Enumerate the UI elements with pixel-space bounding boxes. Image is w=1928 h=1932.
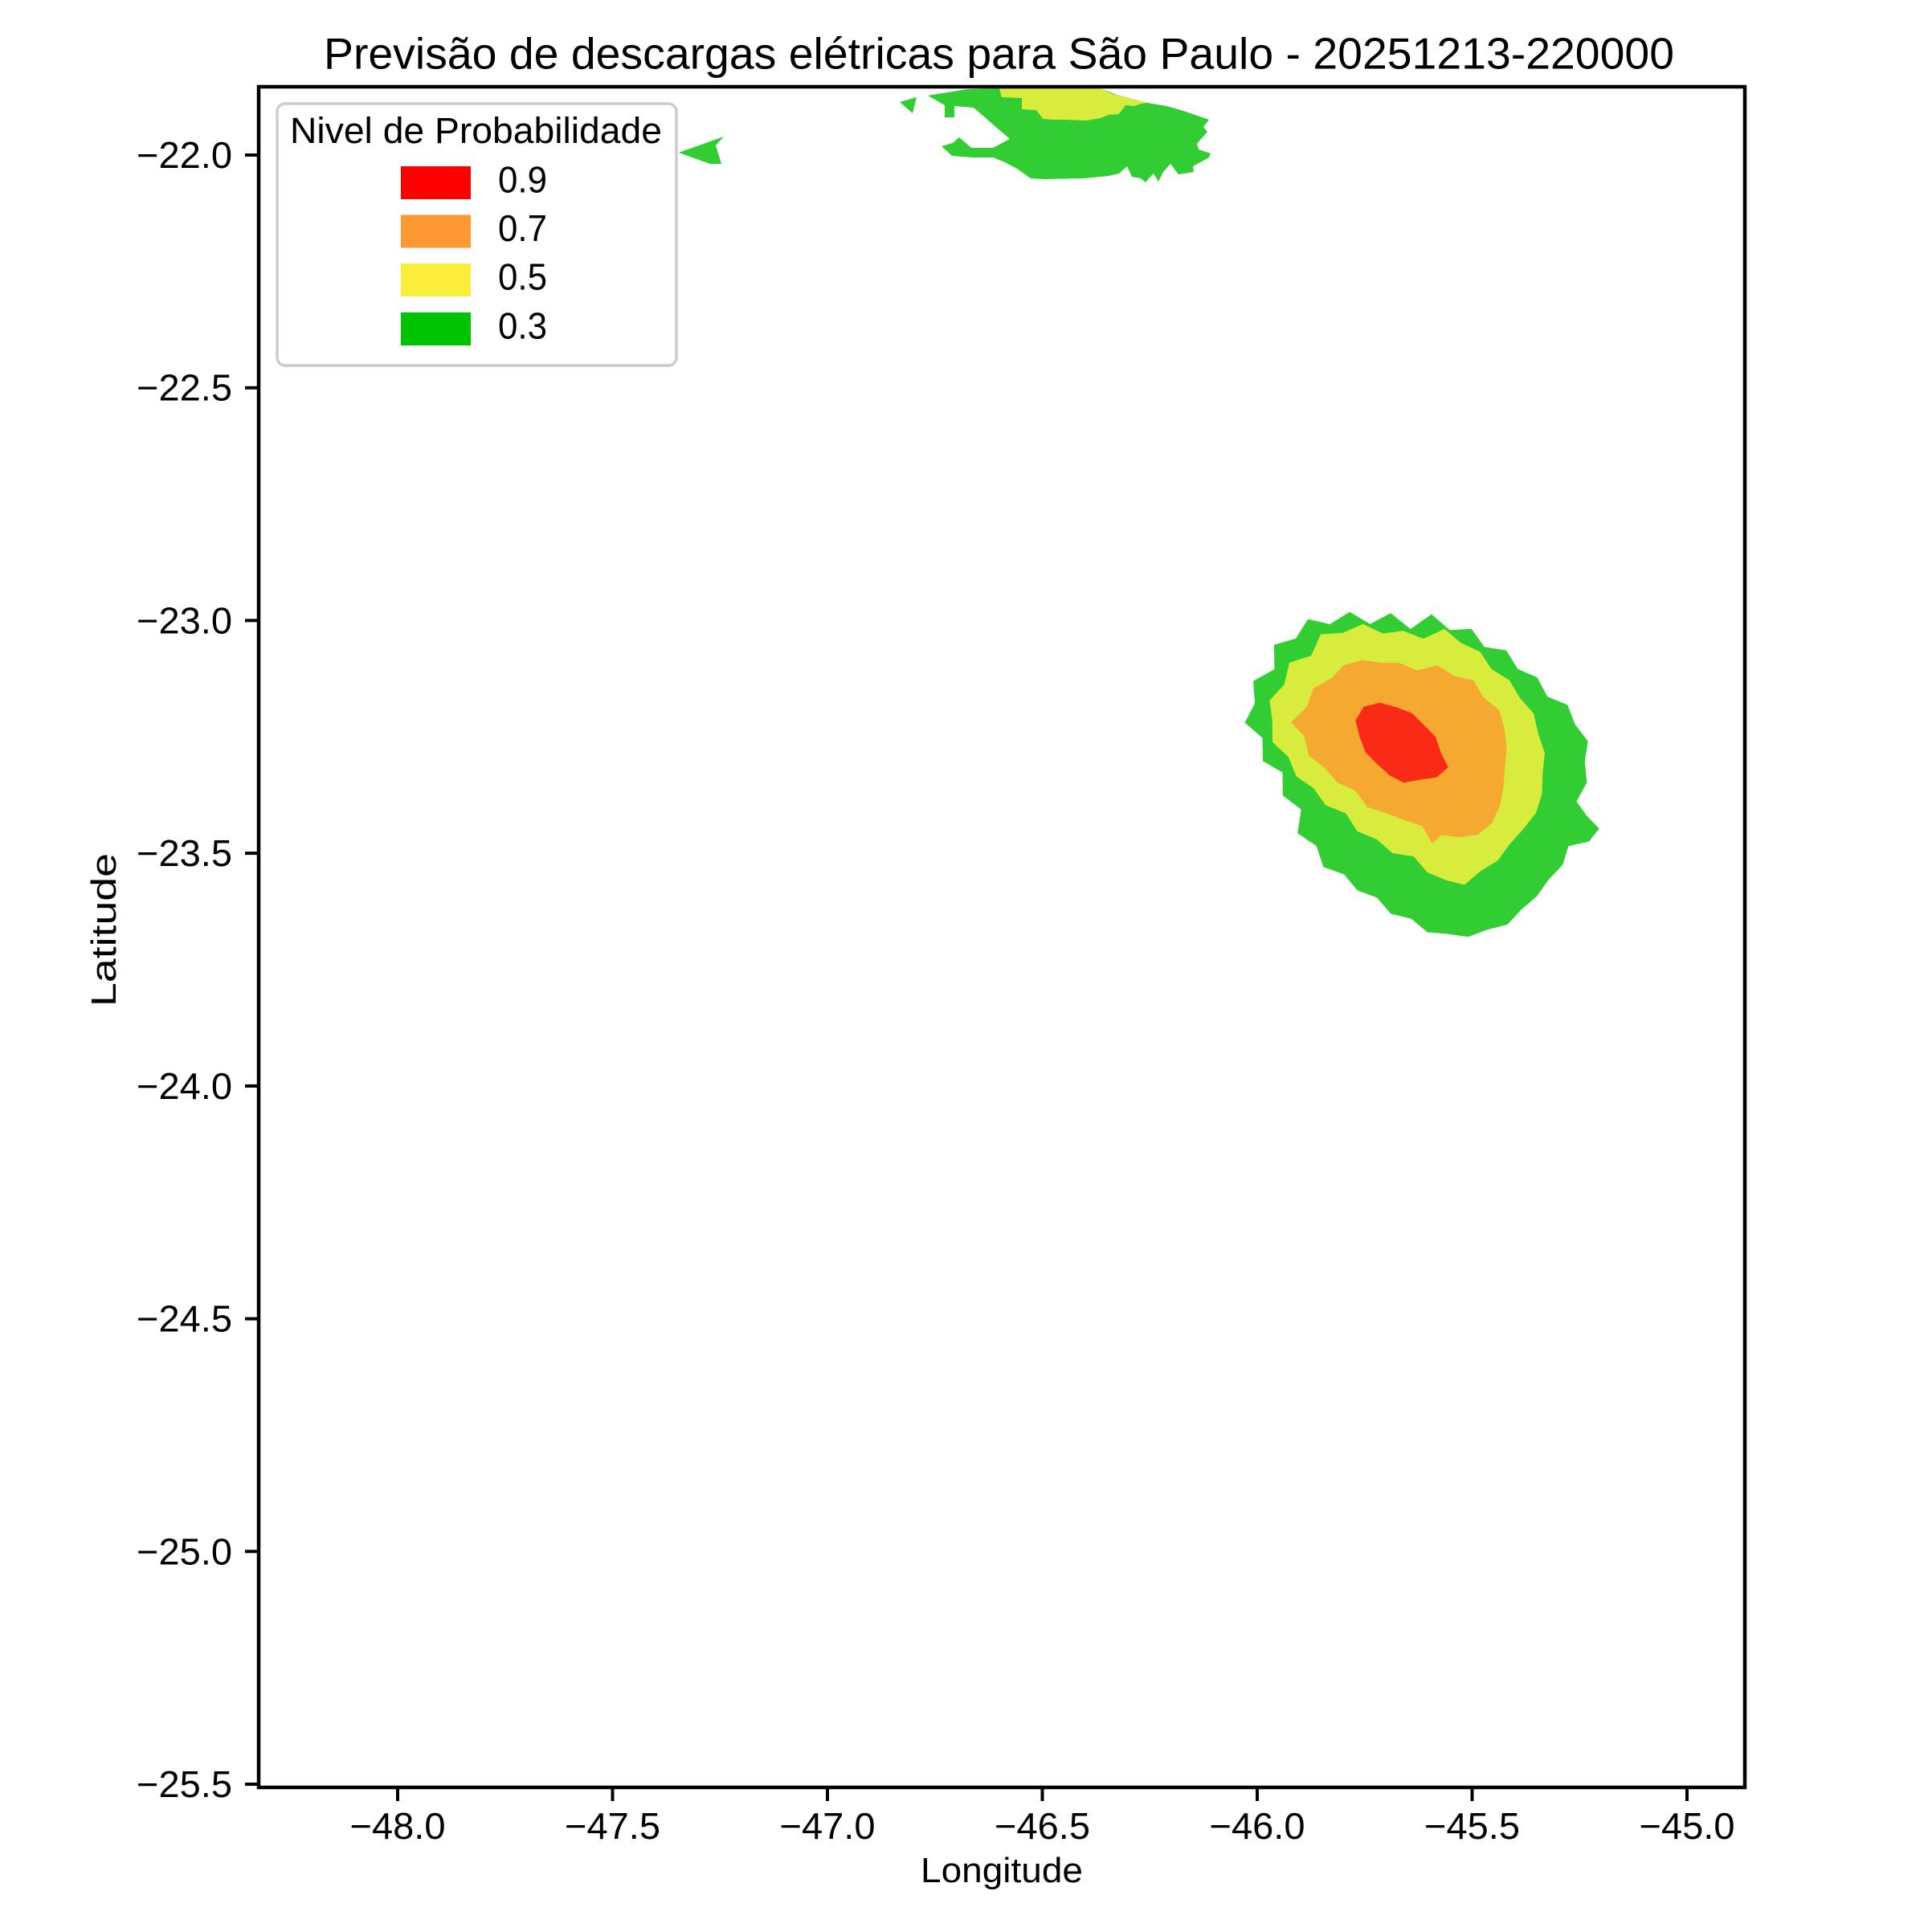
svg-text:Previsão de descargas elétrica: Previsão de descargas elétricas para São… <box>324 29 1674 79</box>
svg-text:−48.0: −48.0 <box>350 1805 446 1847</box>
svg-text:Nivel de Probabilidade: Nivel de Probabilidade <box>290 110 662 151</box>
svg-text:−45.5: −45.5 <box>1424 1805 1520 1847</box>
svg-text:−24.5: −24.5 <box>137 1298 232 1340</box>
svg-text:−25.0: −25.0 <box>137 1530 232 1572</box>
svg-text:−22.5: −22.5 <box>137 367 232 409</box>
svg-text:0.9: 0.9 <box>498 159 547 201</box>
svg-text:Longitude: Longitude <box>921 1851 1083 1890</box>
svg-text:−46.0: −46.0 <box>1210 1805 1305 1847</box>
svg-text:0.5: 0.5 <box>498 256 547 298</box>
svg-text:Latitude: Latitude <box>84 853 124 1007</box>
svg-text:−47.0: −47.0 <box>780 1805 876 1847</box>
svg-text:−25.5: −25.5 <box>137 1763 232 1805</box>
svg-text:−22.0: −22.0 <box>137 134 232 176</box>
svg-text:−45.0: −45.0 <box>1640 1805 1735 1847</box>
svg-text:−46.5: −46.5 <box>995 1805 1090 1847</box>
svg-text:−23.5: −23.5 <box>137 832 232 874</box>
svg-text:0.7: 0.7 <box>498 207 547 249</box>
svg-text:−23.0: −23.0 <box>137 599 232 641</box>
svg-text:0.3: 0.3 <box>498 305 547 347</box>
svg-text:−47.5: −47.5 <box>565 1805 660 1847</box>
svg-text:−24.0: −24.0 <box>137 1065 232 1107</box>
